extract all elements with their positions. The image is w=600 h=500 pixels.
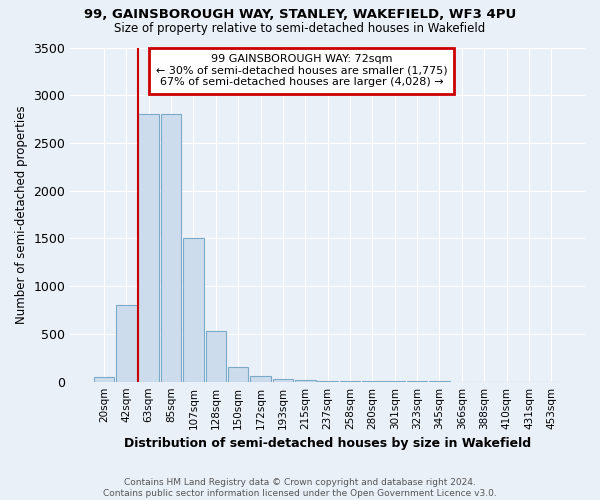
Text: 99 GAINSBOROUGH WAY: 72sqm
← 30% of semi-detached houses are smaller (1,775)
67%: 99 GAINSBOROUGH WAY: 72sqm ← 30% of semi… bbox=[156, 54, 448, 88]
Bar bbox=[183, 238, 204, 382]
Bar bbox=[272, 379, 293, 382]
Bar bbox=[228, 368, 248, 382]
Bar bbox=[250, 376, 271, 382]
Bar bbox=[94, 377, 114, 382]
Bar bbox=[206, 331, 226, 382]
Bar bbox=[116, 306, 137, 382]
Bar bbox=[317, 380, 338, 382]
Text: 99, GAINSBOROUGH WAY, STANLEY, WAKEFIELD, WF3 4PU: 99, GAINSBOROUGH WAY, STANLEY, WAKEFIELD… bbox=[84, 8, 516, 20]
Bar bbox=[161, 114, 181, 382]
Text: Size of property relative to semi-detached houses in Wakefield: Size of property relative to semi-detach… bbox=[115, 22, 485, 35]
Bar bbox=[139, 114, 159, 382]
Y-axis label: Number of semi-detached properties: Number of semi-detached properties bbox=[15, 106, 28, 324]
Text: Contains HM Land Registry data © Crown copyright and database right 2024.
Contai: Contains HM Land Registry data © Crown c… bbox=[103, 478, 497, 498]
X-axis label: Distribution of semi-detached houses by size in Wakefield: Distribution of semi-detached houses by … bbox=[124, 437, 531, 450]
Bar bbox=[295, 380, 316, 382]
